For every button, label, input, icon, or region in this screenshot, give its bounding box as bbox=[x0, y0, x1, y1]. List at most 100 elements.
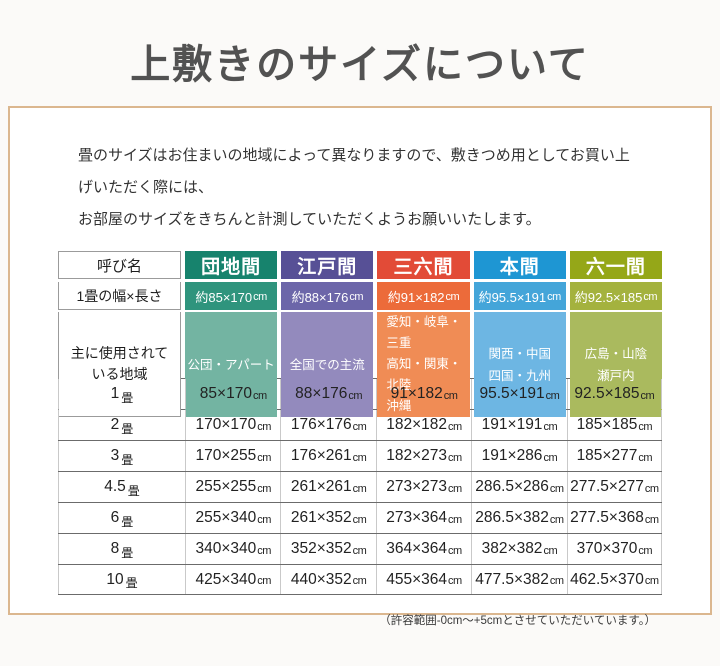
unit-label: cm bbox=[352, 575, 367, 587]
region-line: 沖縄 bbox=[386, 399, 412, 413]
unit-label: cm bbox=[543, 420, 558, 433]
unit-label: cm bbox=[638, 451, 653, 464]
unit-label: cm bbox=[352, 513, 367, 526]
unit-label: cm bbox=[352, 451, 367, 464]
unit-label: cm bbox=[445, 291, 460, 303]
unit-label: cm bbox=[257, 420, 271, 433]
regions-row-label: 主に使用されて いる地域 bbox=[58, 312, 181, 417]
regions-label-line-1: 主に使用されて bbox=[70, 345, 169, 361]
tatami-suffix: 畳 bbox=[121, 514, 134, 529]
row-label-10-tatami: 10 畳 bbox=[58, 565, 185, 594]
column-header-2: 江戸間 bbox=[281, 251, 374, 279]
size-cell-r6-c5: 370×370 cm bbox=[566, 534, 662, 564]
unit-label: cm bbox=[348, 389, 362, 402]
unit-label: cm bbox=[257, 482, 271, 495]
size-cell-r6-c1: 340×340 cm bbox=[185, 534, 280, 564]
unit-label: cm bbox=[448, 575, 462, 587]
regions-1: 公団・アパート bbox=[185, 312, 278, 417]
tatami-suffix: 畳 bbox=[127, 483, 140, 498]
tatami-count: 10 bbox=[106, 570, 124, 588]
unit-label: cm bbox=[448, 482, 462, 495]
unit-label: cm bbox=[253, 291, 267, 303]
size-value: 95.5×191 bbox=[479, 385, 545, 402]
size-value: 255×340 bbox=[195, 509, 257, 526]
size-value: 340×340 bbox=[195, 540, 257, 557]
regions-label-line-2: いる地域 bbox=[91, 366, 148, 382]
size-cell-r1-c2: 88×176 cm bbox=[280, 379, 375, 409]
size-cell-r1-c4: 95.5×191 cm bbox=[471, 379, 566, 409]
size-value: 182×182 bbox=[386, 416, 448, 433]
size-value: 261×261 bbox=[290, 478, 352, 495]
size-value: 382×382 bbox=[481, 540, 543, 557]
regions-4: 関西・中国 四国・九州 bbox=[473, 312, 566, 417]
tatami-count: 8 bbox=[110, 540, 120, 557]
size-cell-r5-c2: 261×352 cm bbox=[280, 503, 375, 533]
size-cell-r1-c5: 92.5×185 cm bbox=[566, 379, 662, 409]
size-value: 455×364 bbox=[386, 570, 448, 588]
content-panel: 畳のサイズはお住まいの地域によって異なりますので、敷きつめ用としてお買い上げいた… bbox=[8, 106, 712, 627]
size-cell-r4-c3: 273×273 cm bbox=[375, 472, 471, 502]
size-cell-r3-c2: 176×261 cm bbox=[280, 441, 375, 471]
size-value: 255×255 bbox=[195, 478, 257, 495]
unit-label: cm bbox=[257, 575, 271, 587]
one-tatami-size-1: 約85×170 cm bbox=[185, 282, 278, 310]
size-cell-r2-c2: 176×176 cm bbox=[280, 410, 375, 440]
intro-line-2: お部屋のサイズをきちんと計測していただくようお願いいたします。 bbox=[78, 211, 541, 228]
size-cell-r6-c3: 364×364 cm bbox=[375, 534, 471, 564]
unit-label: cm bbox=[352, 544, 367, 557]
region-lines: 広島・山陰 瀬戸内 bbox=[585, 343, 648, 387]
size-value: 191×191 bbox=[481, 416, 543, 433]
size-cell-r6-c2: 352×352 cm bbox=[280, 534, 375, 564]
size-row-10-tatami: 10 畳 425×340 cm 440×352 cm 455×364 cm 477.5×382 c… bbox=[58, 564, 662, 595]
tatami-count: 6 bbox=[110, 509, 120, 526]
size-cell-r7-c5: 462.5×370 cm bbox=[566, 565, 662, 594]
region-lines: 公団・アパート bbox=[187, 354, 274, 376]
size-row-4.5-tatami: 4.5 畳 255×255 cm 261×261 cm 273×273 cm 286.5×286… bbox=[58, 471, 662, 502]
one-tatami-size-2: 約88×176 cm bbox=[281, 282, 374, 310]
size-cell-r2-c5: 185×185 cm bbox=[566, 410, 662, 440]
unit-label: cm bbox=[638, 544, 653, 557]
column-header-4: 本間 bbox=[473, 251, 566, 279]
unit-label: cm bbox=[545, 389, 560, 402]
size-value: 462.5×370 bbox=[570, 570, 644, 588]
unit-label: cm bbox=[349, 291, 363, 303]
size-value: 176×176 bbox=[290, 416, 352, 433]
size-value: 352×352 bbox=[290, 540, 352, 557]
unit-label: cm bbox=[352, 482, 367, 495]
tatami-count: 4.5 bbox=[104, 478, 126, 495]
size-value: 286.5×382 bbox=[475, 509, 549, 526]
size-value: 185×277 bbox=[576, 447, 638, 464]
size-value: 170×255 bbox=[195, 447, 257, 464]
size-value: 約91×182 bbox=[387, 289, 445, 305]
tatami-suffix: 畳 bbox=[121, 452, 134, 467]
row-label-4.5-tatami: 4.5 畳 bbox=[58, 472, 185, 502]
unit-label: cm bbox=[448, 451, 462, 464]
unit-label: cm bbox=[257, 451, 271, 464]
size-value: 286.5×286 bbox=[475, 478, 549, 495]
region-lines: 全国での主流 bbox=[290, 354, 365, 376]
size-value: 425×340 bbox=[195, 570, 257, 588]
unit-label: cm bbox=[549, 482, 564, 495]
unit-label: cm bbox=[257, 513, 271, 526]
column-header-5: 六一間 bbox=[569, 251, 662, 279]
size-cell-r5-c1: 255×340 cm bbox=[185, 503, 280, 533]
size-value: 277.5×368 bbox=[570, 509, 644, 526]
one-tatami-size-5: 約92.5×185 cm bbox=[569, 282, 662, 310]
region-line: 高知・関東・北陸 bbox=[386, 357, 462, 392]
size-value: 440×352 bbox=[290, 570, 352, 588]
size-cell-r5-c3: 273×364 cm bbox=[375, 503, 471, 533]
one-tatami-size-row: 1畳の幅×長さ 約85×170 cm 約88×176 cm 約91×182 cm 約95.5×… bbox=[58, 282, 662, 310]
unit-label: cm bbox=[443, 389, 458, 402]
unit-label: cm bbox=[644, 482, 659, 495]
unit-label: cm bbox=[547, 291, 561, 303]
size-value: 182×273 bbox=[386, 447, 448, 464]
intro-text: 畳のサイズはお住まいの地域によって異なりますので、敷きつめ用としてお買い上げいた… bbox=[78, 140, 642, 236]
tatami-suffix: 畳 bbox=[121, 545, 134, 560]
tatami-suffix: 畳 bbox=[121, 390, 134, 405]
tatami-suffix: 畳 bbox=[125, 576, 138, 590]
size-value: 191×286 bbox=[481, 447, 543, 464]
corner-header-cell: 呼び名 bbox=[58, 251, 181, 279]
one-tatami-size-3: 約91×182 cm bbox=[377, 282, 470, 310]
size-row-8-tatami: 8 畳 340×340 cm 352×352 cm 364×364 cm 382×382 cm 37… bbox=[58, 533, 662, 564]
size-cell-r3-c5: 185×277 cm bbox=[566, 441, 662, 471]
